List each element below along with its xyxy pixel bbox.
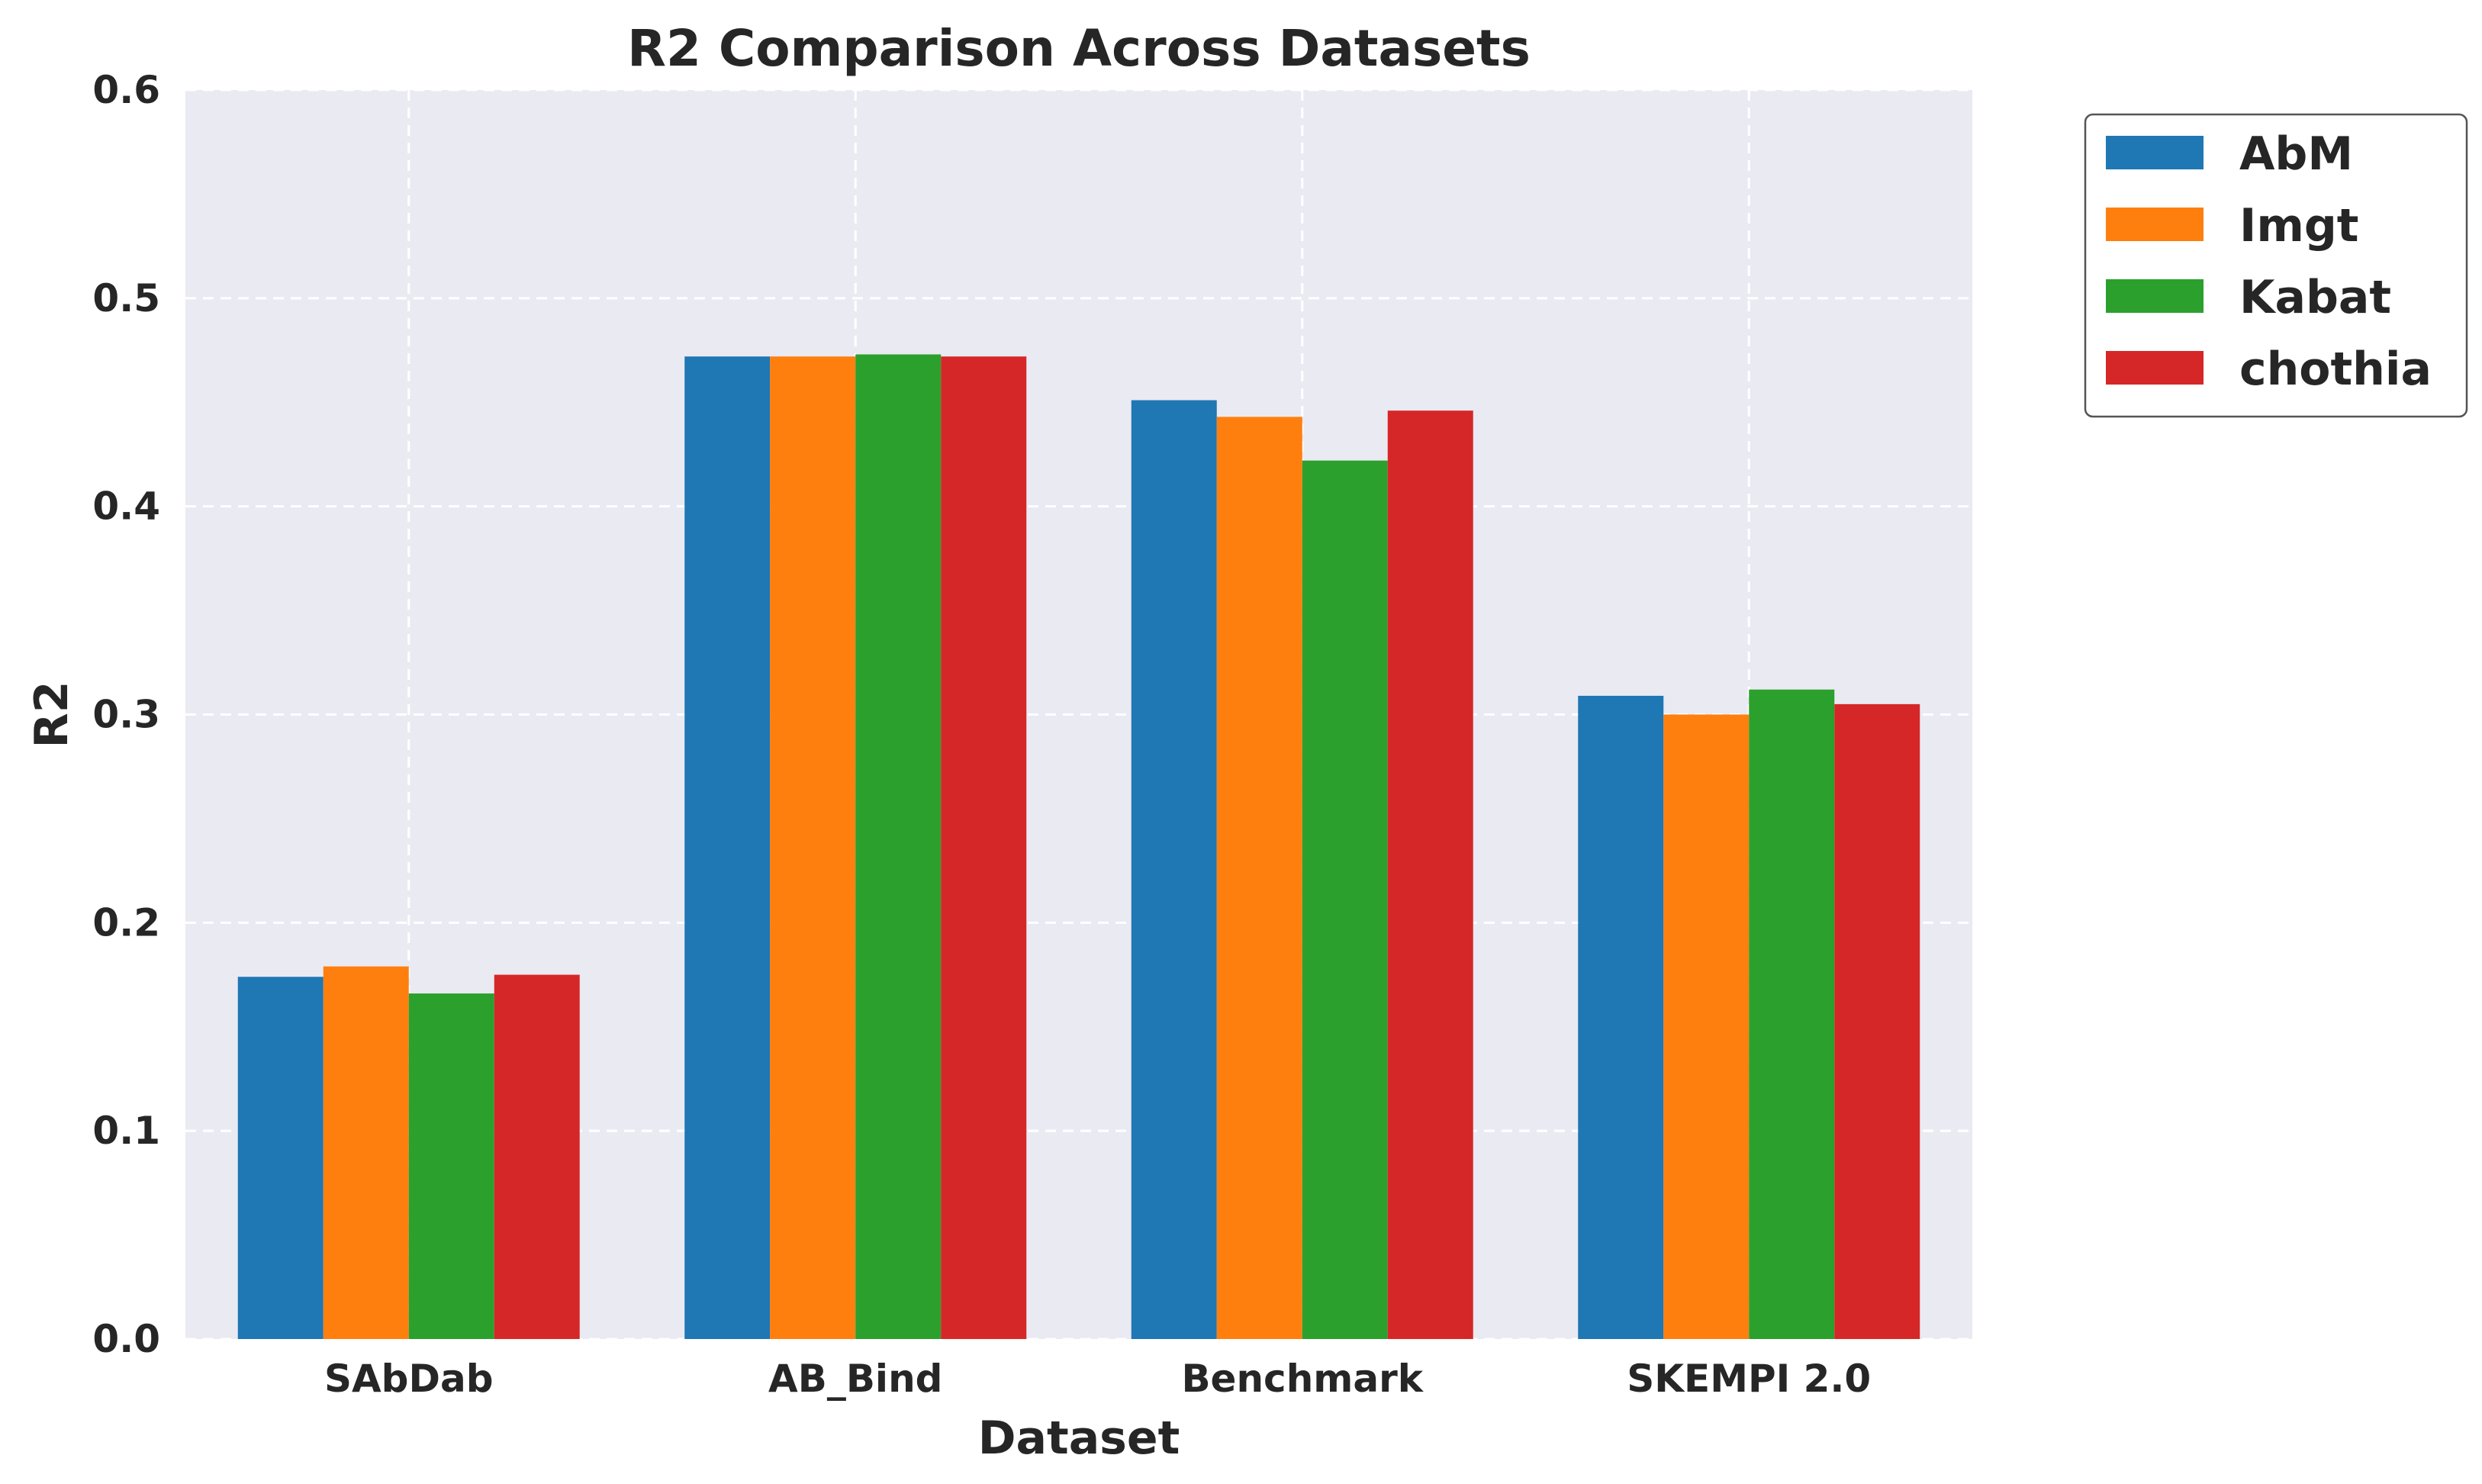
bar-kabat-benchmark bbox=[1302, 460, 1388, 1339]
bar-chothia-sabdab bbox=[494, 974, 580, 1339]
legend-swatch bbox=[2106, 279, 2204, 313]
y-axis-label: R2 bbox=[25, 681, 79, 748]
bar-abm-ab-bind bbox=[684, 356, 771, 1339]
y-tick-label: 0.0 bbox=[92, 1317, 160, 1361]
legend-box bbox=[2084, 113, 2468, 418]
x-tick-label: SKEMPI 2.0 bbox=[1627, 1357, 1871, 1401]
bar-chothia-skempi-2-0 bbox=[1834, 703, 1920, 1339]
y-axis-ticks: 0.0 0.1 0.2 0.3 0.4 0.5 0.6 bbox=[92, 68, 160, 1361]
bar-kabat-ab-bind bbox=[855, 354, 942, 1340]
x-axis-label: Dataset bbox=[978, 1412, 1180, 1465]
bar-imgt-skempi-2-0 bbox=[1663, 714, 1750, 1339]
legend-label: Imgt bbox=[2239, 199, 2358, 253]
y-tick-label: 0.4 bbox=[92, 484, 160, 529]
legend: AbM Imgt Kabat chothia bbox=[2084, 113, 2468, 418]
legend-label: AbM bbox=[2239, 127, 2353, 181]
y-tick-label: 0.1 bbox=[92, 1109, 160, 1153]
x-tick-label: SAbDab bbox=[324, 1357, 494, 1401]
legend-label: chothia bbox=[2239, 343, 2432, 396]
bar-imgt-ab-bind bbox=[770, 356, 856, 1339]
legend-label: Kabat bbox=[2239, 271, 2391, 324]
legend-swatch bbox=[2106, 136, 2204, 169]
x-tick-label: AB_Bind bbox=[768, 1357, 942, 1401]
bar-kabat-skempi-2-0 bbox=[1749, 689, 1835, 1339]
y-tick-label: 0.6 bbox=[92, 68, 160, 112]
y-tick-label: 0.2 bbox=[92, 900, 160, 945]
bar-abm-benchmark bbox=[1131, 400, 1217, 1339]
chart-title: R2 Comparison Across Datasets bbox=[627, 19, 1531, 78]
bars bbox=[237, 354, 1920, 1340]
legend-swatch bbox=[2106, 208, 2204, 241]
bar-chothia-ab-bind bbox=[941, 356, 1027, 1339]
bar-kabat-sabdab bbox=[408, 993, 494, 1339]
bar-abm-skempi-2-0 bbox=[1578, 695, 1664, 1339]
bar-chothia-benchmark bbox=[1387, 410, 1473, 1339]
y-tick-label: 0.5 bbox=[92, 276, 160, 320]
bar-imgt-benchmark bbox=[1216, 417, 1302, 1339]
bar-abm-sabdab bbox=[237, 977, 324, 1339]
x-tick-label: Benchmark bbox=[1181, 1357, 1424, 1401]
y-tick-label: 0.3 bbox=[92, 693, 160, 737]
bar-imgt-sabdab bbox=[323, 966, 409, 1339]
legend-swatch bbox=[2106, 351, 2204, 385]
x-axis-ticks: SAbDab AB_Bind Benchmark SKEMPI 2.0 bbox=[324, 1357, 1871, 1401]
